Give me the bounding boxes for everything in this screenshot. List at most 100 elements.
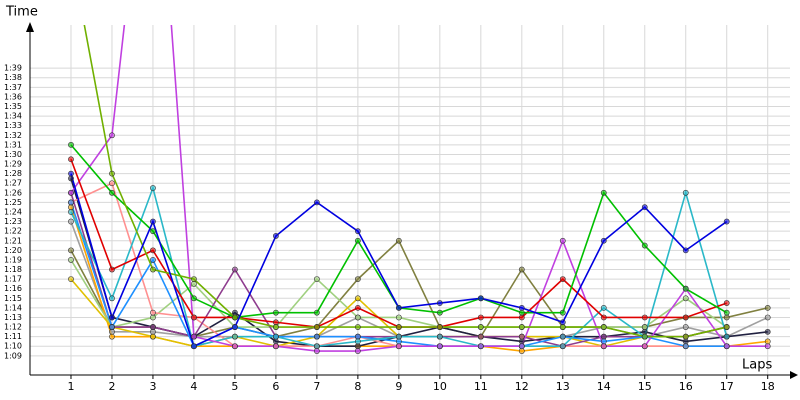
- data-point: [313, 199, 320, 206]
- data-point: [109, 189, 115, 196]
- data-point: [109, 295, 115, 302]
- y-tick-label: 1:15: [4, 294, 22, 303]
- data-point: [395, 333, 402, 340]
- y-tick-label: 1:28: [4, 169, 22, 178]
- data-point: [150, 324, 156, 330]
- data-point: [68, 175, 74, 182]
- data-point: [150, 218, 156, 225]
- data-point: [559, 343, 566, 350]
- x-tick-label: 8: [354, 380, 361, 393]
- data-point: [354, 295, 361, 302]
- data-point: [191, 281, 197, 287]
- data-point: [109, 333, 115, 340]
- data-point: [273, 309, 279, 316]
- data-point: [191, 295, 197, 302]
- y-tick-label: 1:21: [4, 236, 22, 245]
- y-tick-label: 1:30: [4, 150, 22, 159]
- data-point: [682, 333, 689, 340]
- data-point: [68, 276, 74, 283]
- x-tick-label: 13: [556, 380, 570, 393]
- data-point: [313, 348, 320, 354]
- x-tick-label: 7: [313, 380, 320, 393]
- data-point: [150, 257, 156, 263]
- x-axis-arrow: [790, 371, 798, 379]
- data-point: [764, 314, 771, 321]
- data-point: [641, 204, 648, 211]
- x-tick-label: 16: [679, 380, 693, 393]
- data-point: [150, 328, 156, 335]
- data-point: [641, 333, 648, 340]
- data-point: [436, 324, 443, 330]
- data-point: [232, 324, 238, 330]
- y-tick-label: 1:16: [4, 284, 22, 293]
- data-point: [723, 218, 730, 225]
- data-point: [559, 276, 566, 283]
- data-point: [477, 343, 484, 350]
- y-tick-label: 1:37: [4, 83, 22, 92]
- data-point: [600, 314, 607, 321]
- data-point: [232, 333, 238, 340]
- data-point: [150, 266, 156, 273]
- data-point: [191, 343, 197, 350]
- data-point: [273, 233, 279, 239]
- data-point: [477, 314, 484, 321]
- data-point: [682, 295, 689, 302]
- x-axis-label: Laps: [742, 358, 772, 373]
- data-point: [600, 343, 607, 350]
- data-point: [354, 228, 361, 235]
- data-point: [354, 304, 361, 311]
- data-point: [395, 237, 402, 244]
- y-tick-label: 1:34: [4, 112, 22, 121]
- data-point: [68, 199, 74, 206]
- data-point: [313, 276, 320, 283]
- data-point: [395, 324, 402, 330]
- data-point: [559, 333, 566, 340]
- data-point: [477, 324, 484, 330]
- x-tick-label: 1: [67, 380, 74, 393]
- data-point: [354, 276, 361, 283]
- data-point: [150, 185, 156, 191]
- tick-labels: 1:091:101:111:121:131:141:151:161:171:18…: [4, 64, 775, 393]
- grid: [30, 25, 790, 375]
- data-point: [68, 189, 74, 196]
- data-point: [682, 343, 689, 350]
- data-point: [232, 309, 238, 316]
- data-point: [68, 257, 74, 263]
- x-tick-label: 12: [515, 380, 529, 393]
- data-point: [109, 132, 115, 139]
- data-point: [150, 247, 156, 254]
- data-point: [68, 170, 74, 177]
- x-tick-label: 6: [272, 380, 279, 393]
- x-tick-label: 17: [720, 380, 734, 393]
- data-point: [518, 314, 525, 321]
- data-point: [354, 343, 361, 350]
- data-point: [354, 338, 361, 345]
- y-tick-label: 1:09: [4, 351, 22, 360]
- data-point: [68, 209, 74, 215]
- y-tick-label: 1:33: [4, 121, 22, 130]
- data-point: [682, 189, 689, 196]
- y-tick-label: 1:27: [4, 179, 22, 188]
- data-point: [109, 180, 115, 187]
- data-point: [559, 237, 566, 244]
- data-point: [313, 343, 320, 350]
- data-point: [518, 343, 525, 350]
- data-point: [682, 324, 689, 330]
- x-tick-label: 5: [231, 380, 238, 393]
- data-point: [68, 204, 74, 211]
- x-tick-label: 9: [395, 380, 402, 393]
- data-point: [273, 324, 279, 330]
- data-point: [354, 324, 361, 330]
- data-point: [273, 338, 279, 345]
- data-point: [313, 324, 320, 330]
- data-point: [150, 309, 156, 316]
- data-point: [682, 285, 689, 292]
- data-point: [477, 295, 484, 302]
- y-tick-label: 1:23: [4, 217, 22, 226]
- data-point: [518, 348, 525, 354]
- data-point: [354, 237, 361, 244]
- data-point: [518, 309, 525, 316]
- data-point: [150, 333, 156, 340]
- data-point: [232, 314, 238, 321]
